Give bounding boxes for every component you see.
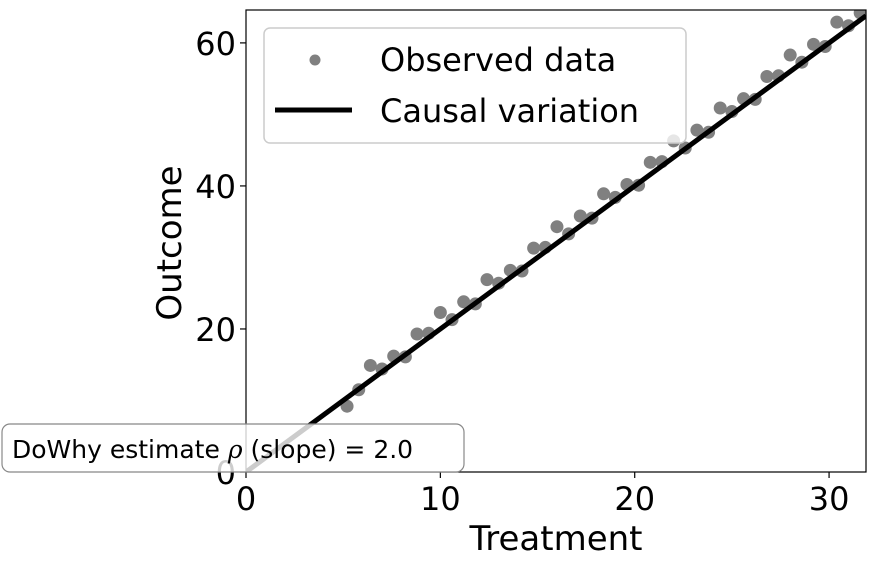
plot-frame xyxy=(245,9,867,473)
data-point xyxy=(597,187,611,201)
data-point xyxy=(410,327,424,341)
legend-label-causal: Causal variation xyxy=(380,92,639,130)
y-tick-label: 20 xyxy=(195,311,236,349)
annotation-suffix: (slope) = 2.0 xyxy=(243,435,414,464)
data-point xyxy=(690,123,704,137)
x-axis-label: Treatment xyxy=(468,519,642,559)
x-tick-label: 10 xyxy=(420,480,461,518)
legend: Observed data Causal variation xyxy=(263,27,687,144)
y-axis-label: Outcome xyxy=(150,165,190,320)
annotation-text: DoWhy estimate ρ (slope) = 2.0 xyxy=(12,435,413,464)
data-point xyxy=(807,37,821,51)
x-tick-label: 20 xyxy=(614,480,655,518)
data-point xyxy=(457,295,471,309)
annotation-symbol: ρ xyxy=(227,435,243,464)
data-point xyxy=(760,70,774,84)
data-point xyxy=(363,358,377,372)
y-tick-label: 60 xyxy=(195,25,236,63)
plot-marks xyxy=(246,10,866,472)
legend-label-observed: Observed data xyxy=(380,41,616,79)
annotation-prefix: DoWhy estimate xyxy=(12,435,228,464)
x-tick-label: 0 xyxy=(236,480,256,518)
legend-marker-observed xyxy=(309,54,321,66)
data-point xyxy=(713,101,727,115)
causal-line xyxy=(246,13,866,472)
data-point xyxy=(573,209,587,223)
x-tick-label: 30 xyxy=(809,480,850,518)
data-point xyxy=(433,306,447,320)
data-point xyxy=(550,220,564,234)
data-point xyxy=(480,273,494,287)
data-point xyxy=(527,241,541,255)
y-tick-label: 40 xyxy=(195,168,236,206)
data-point xyxy=(783,48,797,62)
data-point xyxy=(830,15,844,29)
annotation-box: DoWhy estimate ρ (slope) = 2.0 xyxy=(1,423,465,473)
data-point xyxy=(643,155,657,169)
